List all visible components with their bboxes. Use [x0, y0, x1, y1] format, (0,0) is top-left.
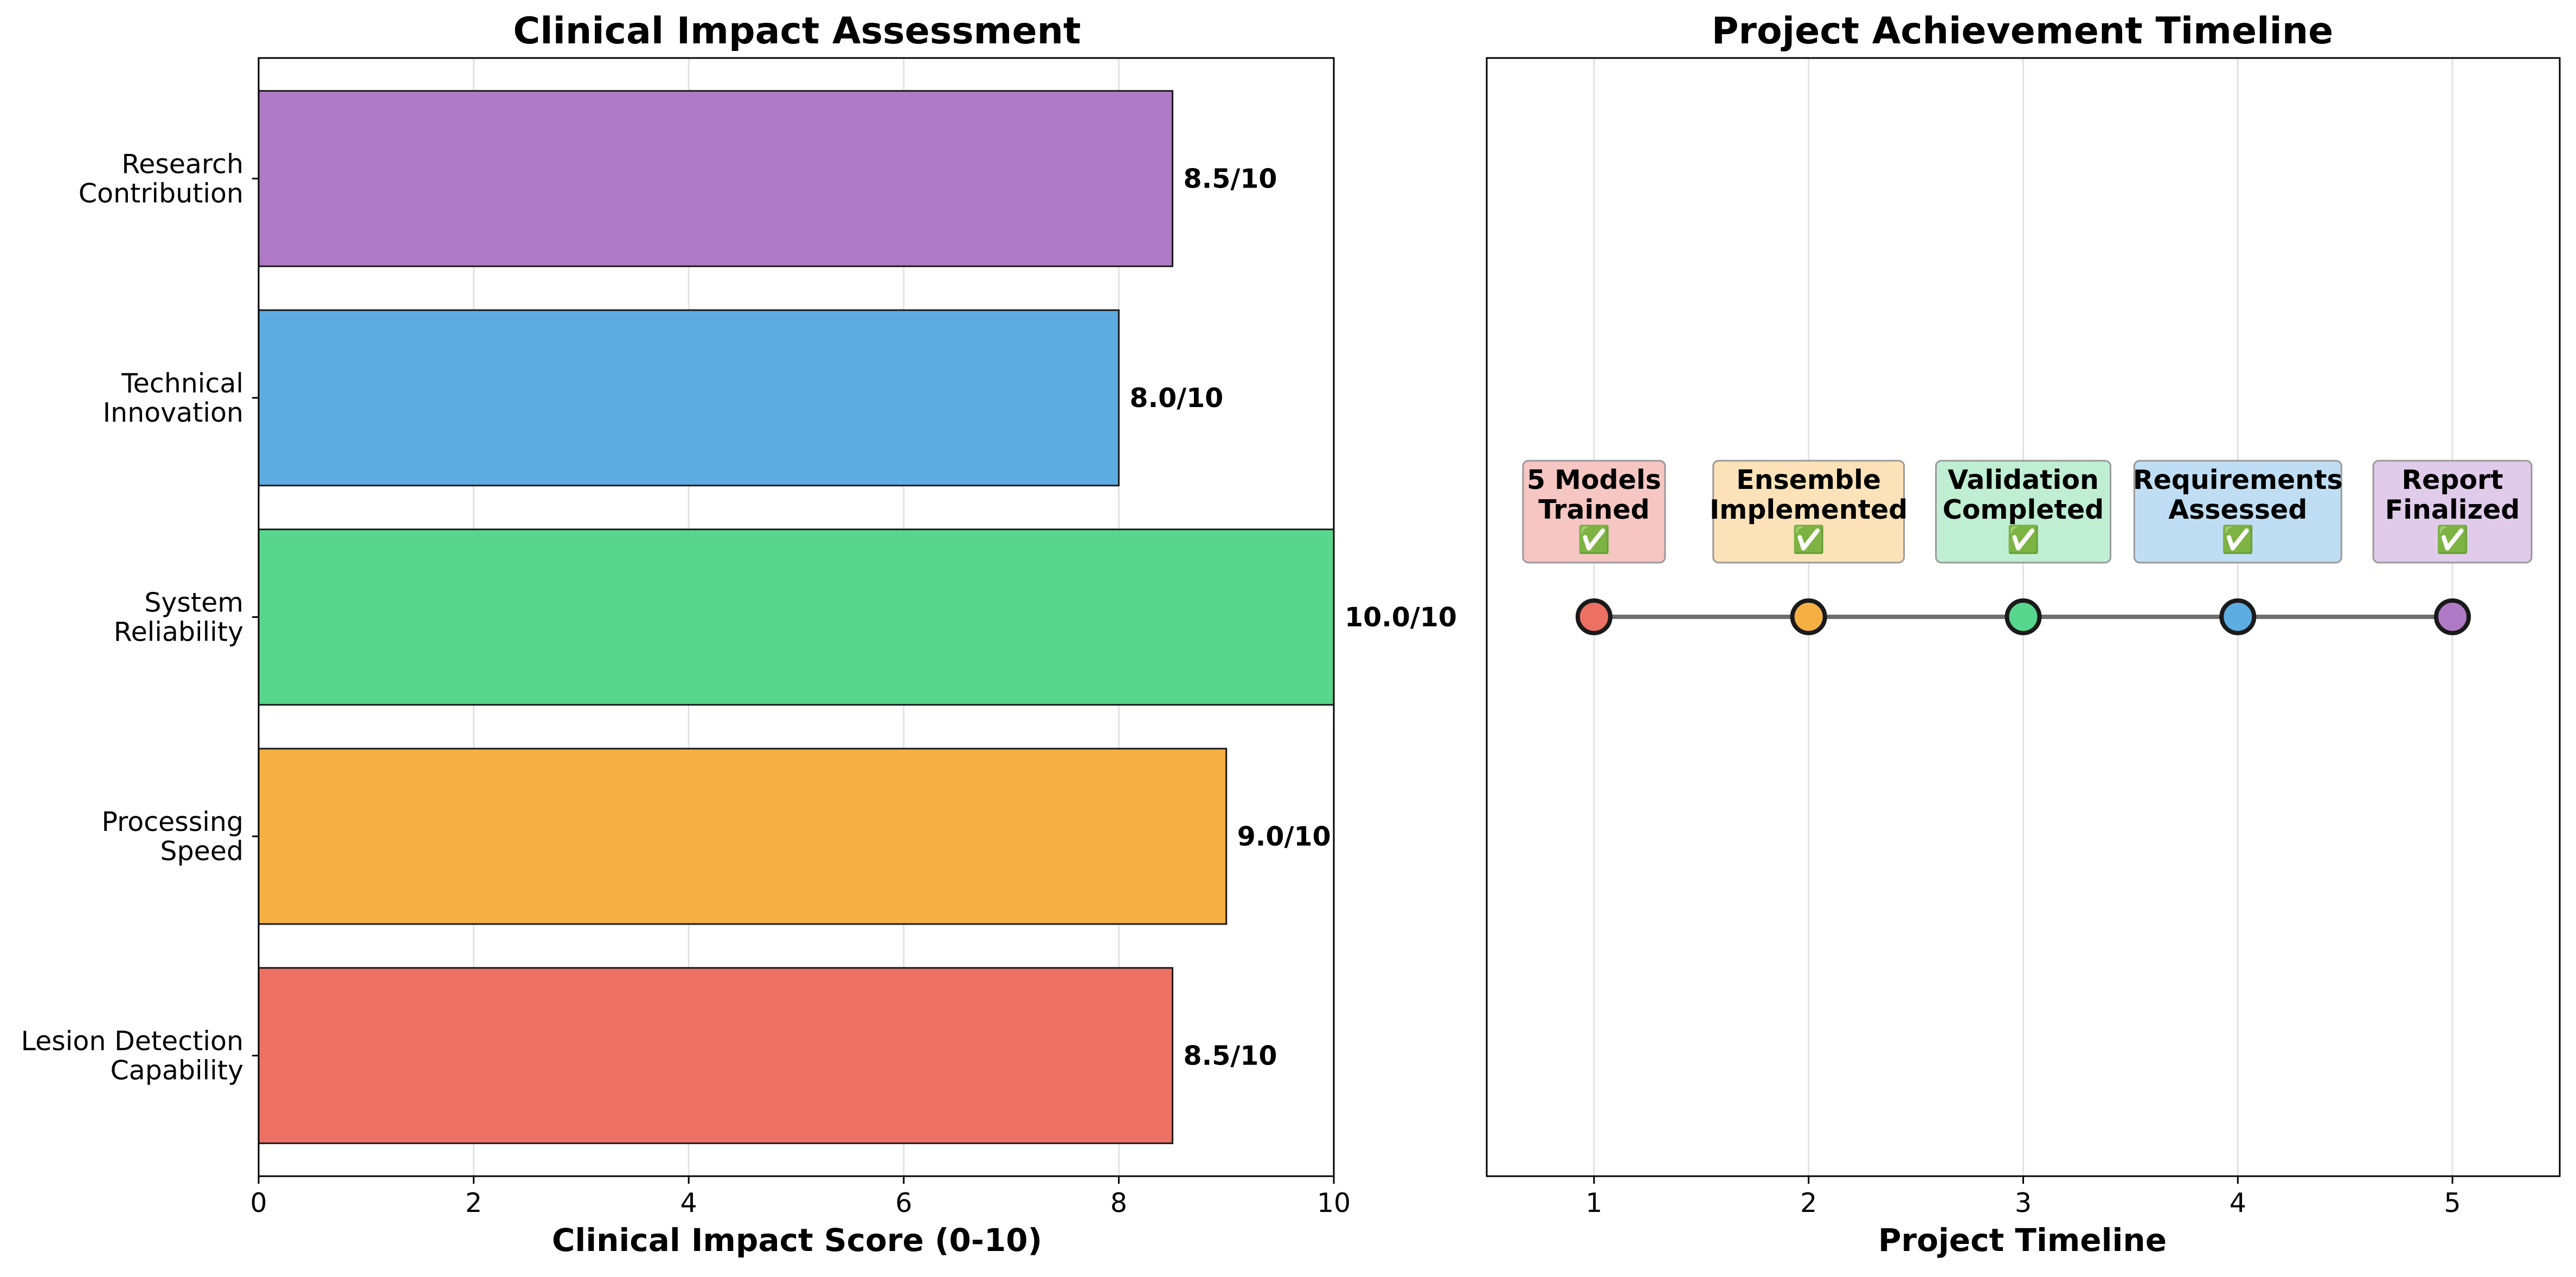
x-tick-label: 6 — [895, 1188, 912, 1218]
bar-1 — [258, 747, 1228, 925]
x-tick-label: 8 — [1110, 1188, 1127, 1218]
bar-chart-title: Clinical Impact Assessment — [513, 10, 1081, 53]
milestone-label-box — [1935, 460, 2111, 564]
x-tick-label: 0 — [250, 1188, 267, 1218]
y-tick-label: System — [144, 588, 243, 618]
y-tick-label: Research — [121, 149, 243, 179]
timeline-chart: Project Achievement Timeline 5 ModelsTra… — [1486, 10, 2561, 1259]
milestone-label-text: Requirements — [2133, 465, 2343, 495]
milestone-point-1 — [1575, 598, 1613, 635]
timeline-x-ticks: 1 2 3 4 5 — [1585, 1176, 2461, 1218]
milestone-label-text: ✅ — [2007, 524, 2040, 555]
value-label: 10.0/10 — [1345, 602, 1457, 633]
bar-3 — [258, 309, 1120, 487]
bar-chart-bars — [258, 90, 1335, 1144]
value-label: 8.5/10 — [1184, 1041, 1277, 1072]
milestone-label-text: Trained — [1538, 494, 1649, 525]
x-tick-label: 4 — [680, 1188, 697, 1218]
y-tick-label: Lesion Detection — [21, 1026, 243, 1057]
milestone-label-text: ✅ — [2436, 524, 2469, 555]
timeline-milestone-labels: 5 ModelsTrained✅EnsembleImplemented✅Vali… — [1522, 460, 2533, 564]
y-tick-label: Speed — [160, 836, 243, 867]
bar-chart-clinical-impact: Clinical Impact Assessment 0 2 4 6 8 10 Lesio… — [21, 10, 1457, 1259]
x-tick-label: 5 — [2444, 1188, 2461, 1218]
y-tick-label: Processing — [101, 807, 243, 837]
x-tick-label: 2 — [465, 1188, 482, 1218]
milestone-label-box — [1522, 460, 1666, 564]
bar-0 — [258, 967, 1174, 1144]
bar-chart-x-ticks: 0 2 4 6 8 10 — [250, 1176, 1351, 1218]
milestone-label-text: Completed — [1943, 494, 2104, 525]
bar-2 — [258, 528, 1335, 706]
x-tick-label: 2 — [1800, 1188, 1817, 1218]
milestone-label-text: Ensemble — [1736, 465, 1881, 495]
milestone-label-text: ✅ — [1577, 524, 1610, 555]
x-tick-label: 3 — [2015, 1188, 2032, 1218]
timeline-x-axis-label: Project Timeline — [1878, 1222, 2167, 1259]
milestone-label-text: Report — [2401, 465, 2503, 495]
bar-4 — [258, 90, 1174, 267]
milestone-point-4 — [2219, 598, 2257, 635]
y-tick-label: Capability — [110, 1055, 243, 1086]
milestone-point-5 — [2434, 598, 2471, 635]
milestone-label-box — [1712, 460, 1905, 564]
y-tick-label: Contribution — [79, 178, 243, 209]
milestone-label-box — [2372, 460, 2533, 564]
x-tick-label: 10 — [1317, 1188, 1351, 1218]
x-tick-label: 1 — [1585, 1188, 1602, 1218]
milestone-label-text: Validation — [1948, 465, 2099, 495]
milestone-label-text: Assessed — [2168, 494, 2307, 525]
milestone-point-3 — [2005, 598, 2042, 635]
y-tick-label: Reliability — [114, 617, 243, 648]
milestone-label-text: ✅ — [1792, 524, 1825, 555]
y-tick-label: Innovation — [103, 397, 243, 428]
value-label: 8.5/10 — [1184, 163, 1277, 194]
bar-chart-x-axis-label: Clinical Impact Score (0-10) — [552, 1222, 1042, 1259]
milestone-point-2 — [1790, 598, 1827, 635]
timeline-milestone-points — [1575, 598, 2471, 635]
milestone-label-text: Finalized — [2385, 494, 2520, 525]
milestone-label-text: Implemented — [1710, 494, 1907, 525]
y-tick-label: Technical — [121, 368, 243, 399]
x-tick-label: 4 — [2230, 1188, 2246, 1218]
bar-chart-value-labels: 8.5/10 9.0/10 10.0/10 8.0/10 8.5/10 — [1129, 163, 1457, 1071]
milestone-label-text: ✅ — [2221, 524, 2254, 555]
timeline-chart-title: Project Achievement Timeline — [1712, 10, 2334, 53]
value-label: 8.0/10 — [1129, 383, 1223, 414]
value-label: 9.0/10 — [1237, 821, 1331, 852]
milestone-label-box — [2133, 460, 2342, 564]
milestone-label-text: 5 Models — [1527, 465, 1661, 495]
